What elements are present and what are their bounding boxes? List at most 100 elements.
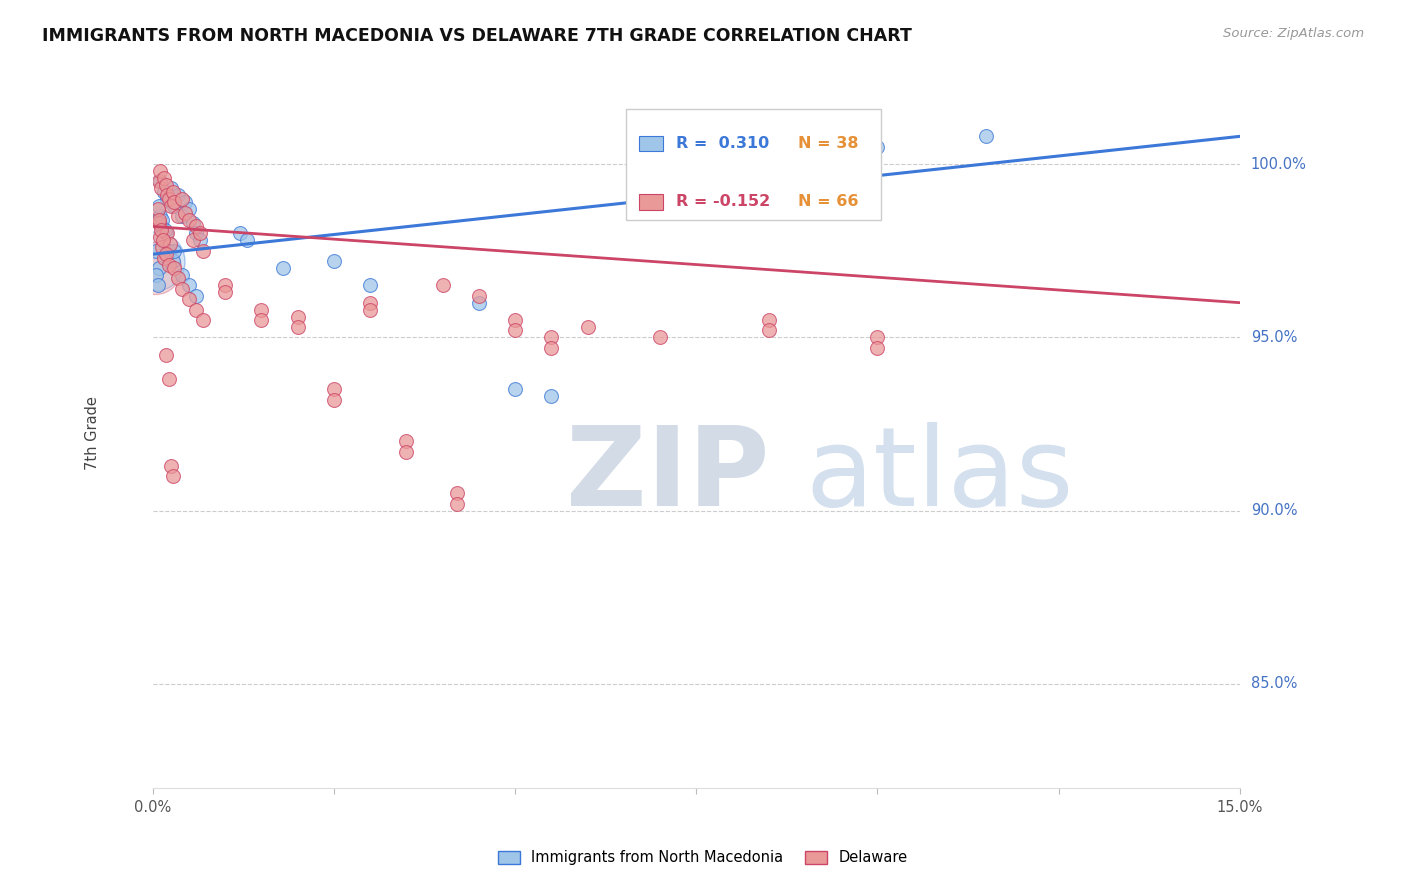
Point — [181, 233, 204, 247]
Text: 100.0%: 100.0% — [1251, 157, 1306, 171]
Point — [468, 295, 491, 310]
Text: 0.0%: 0.0% — [134, 800, 172, 815]
Point — [540, 341, 562, 355]
Point — [153, 223, 176, 237]
Point — [149, 174, 172, 188]
Point — [170, 209, 193, 223]
Point — [503, 313, 526, 327]
Point — [155, 178, 177, 192]
Point — [157, 244, 180, 258]
Bar — [638, 136, 662, 152]
Point — [236, 233, 259, 247]
Text: 15.0%: 15.0% — [1216, 800, 1263, 815]
Point — [167, 209, 190, 223]
Text: N = 38: N = 38 — [799, 136, 859, 151]
Point — [540, 389, 562, 403]
Point — [163, 244, 186, 258]
Point — [152, 170, 174, 185]
Point — [170, 268, 193, 282]
Point — [148, 199, 170, 213]
Point — [148, 174, 170, 188]
Point — [157, 192, 180, 206]
Point — [576, 320, 599, 334]
Point — [181, 216, 204, 230]
Point — [758, 313, 780, 327]
Point — [186, 302, 208, 317]
Point — [157, 258, 180, 272]
Point — [228, 227, 250, 241]
Point — [150, 212, 173, 227]
Point — [159, 236, 181, 251]
Point — [146, 202, 169, 216]
Point — [322, 392, 344, 407]
Point — [167, 271, 190, 285]
Point — [156, 227, 179, 241]
Point — [174, 195, 197, 210]
Point — [446, 497, 468, 511]
Text: 90.0%: 90.0% — [1251, 503, 1298, 518]
Point — [145, 268, 167, 282]
Text: R = -0.152: R = -0.152 — [676, 194, 770, 210]
Point — [177, 212, 200, 227]
Point — [152, 185, 174, 199]
Point — [148, 216, 170, 230]
Point — [174, 205, 197, 219]
Point — [177, 292, 200, 306]
Point — [143, 260, 166, 275]
Point — [359, 278, 381, 293]
Point — [150, 181, 173, 195]
Point — [162, 185, 184, 199]
Point — [163, 260, 186, 275]
Point — [186, 227, 208, 241]
Text: 95.0%: 95.0% — [1251, 330, 1298, 345]
Point — [156, 192, 179, 206]
Point — [177, 278, 200, 293]
Point — [250, 313, 273, 327]
Point — [193, 244, 215, 258]
Point — [186, 289, 208, 303]
Point — [322, 382, 344, 396]
Point — [157, 372, 180, 386]
Point — [167, 188, 190, 202]
Point — [145, 244, 167, 258]
Point — [193, 313, 215, 327]
Point — [162, 469, 184, 483]
Point — [170, 282, 193, 296]
Point — [156, 188, 179, 202]
Point — [188, 233, 211, 247]
Point — [395, 434, 418, 449]
Point — [648, 330, 671, 344]
Point — [163, 195, 186, 210]
Point — [468, 289, 491, 303]
Point — [170, 192, 193, 206]
Point — [271, 260, 294, 275]
Point — [186, 219, 208, 234]
Point — [322, 254, 344, 268]
Point — [153, 251, 176, 265]
Point — [155, 247, 177, 261]
Point — [177, 202, 200, 216]
Text: IMMIGRANTS FROM NORTH MACEDONIA VS DELAWARE 7TH GRADE CORRELATION CHART: IMMIGRANTS FROM NORTH MACEDONIA VS DELAW… — [42, 27, 912, 45]
Point — [150, 240, 173, 254]
Point — [188, 227, 211, 241]
Point — [866, 341, 889, 355]
Text: atlas: atlas — [806, 422, 1074, 529]
Point — [160, 458, 183, 473]
Point — [395, 444, 418, 458]
FancyBboxPatch shape — [626, 110, 882, 219]
Bar — [638, 194, 662, 210]
Point — [163, 199, 186, 213]
Point — [214, 278, 236, 293]
Point — [503, 382, 526, 396]
Point — [540, 330, 562, 344]
Point — [148, 212, 170, 227]
Point — [152, 233, 174, 247]
Point — [866, 330, 889, 344]
Point — [503, 323, 526, 337]
Point — [149, 209, 172, 223]
Text: 7th Grade: 7th Grade — [86, 396, 100, 469]
Point — [866, 140, 889, 154]
Point — [155, 227, 177, 241]
Point — [250, 302, 273, 317]
Legend: Immigrants from North Macedonia, Delaware: Immigrants from North Macedonia, Delawar… — [492, 845, 914, 871]
